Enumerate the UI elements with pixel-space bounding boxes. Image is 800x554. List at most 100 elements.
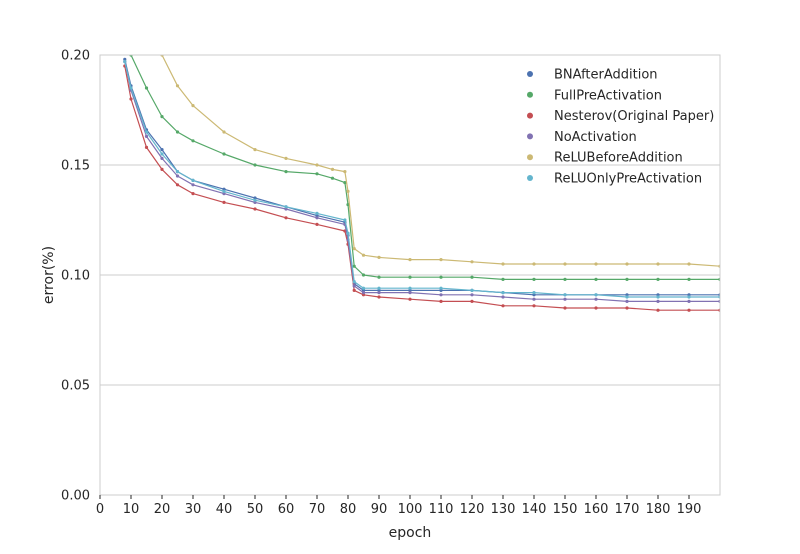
x-axis-title: epoch xyxy=(389,525,432,541)
legend-marker xyxy=(527,133,533,140)
data-point xyxy=(191,139,195,143)
data-point xyxy=(346,231,350,235)
data-point xyxy=(175,130,180,134)
x-tick-label: 80 xyxy=(340,502,357,517)
x-tick-label: 0 xyxy=(96,502,104,517)
data-point xyxy=(501,262,505,266)
data-point xyxy=(123,60,127,64)
legend-marker xyxy=(527,71,533,77)
data-point xyxy=(361,273,366,277)
data-point xyxy=(361,288,366,292)
data-point xyxy=(343,218,347,222)
data-point xyxy=(625,306,629,310)
data-point xyxy=(656,277,660,281)
x-tick-label: 190 xyxy=(677,502,702,517)
data-point xyxy=(439,293,443,297)
data-point xyxy=(330,167,335,171)
data-point xyxy=(284,216,288,220)
data-point xyxy=(687,295,691,299)
data-point xyxy=(315,216,319,220)
data-point xyxy=(439,275,443,279)
y-tick-label: 0.15 xyxy=(61,159,90,174)
y-tick-label: 0.00 xyxy=(61,489,90,504)
y-tick-label: 0.10 xyxy=(61,269,90,284)
x-tick-label: 130 xyxy=(491,502,516,517)
data-point xyxy=(222,187,226,191)
data-point xyxy=(470,293,474,297)
data-point xyxy=(352,247,356,251)
series-reluonlypreactivation xyxy=(123,60,720,299)
data-point xyxy=(532,277,536,281)
data-point xyxy=(315,214,319,218)
legend-label: Nesterov(Original Paper) xyxy=(554,109,714,124)
data-point xyxy=(563,262,567,266)
data-point xyxy=(361,293,366,297)
data-point xyxy=(687,293,691,297)
data-point xyxy=(594,277,598,281)
data-point xyxy=(346,189,350,193)
data-point xyxy=(563,306,567,310)
data-point xyxy=(501,304,505,308)
data-point xyxy=(687,262,691,266)
data-point xyxy=(145,42,148,45)
data-point xyxy=(144,134,149,138)
series-line-nesterov-original-paper xyxy=(124,65,720,311)
data-point xyxy=(656,293,660,297)
series-layer xyxy=(123,42,720,312)
data-point xyxy=(656,295,660,299)
x-tick-label: 180 xyxy=(646,502,671,517)
data-point xyxy=(352,288,356,292)
legend-marker xyxy=(527,91,533,98)
x-tick-label: 100 xyxy=(398,502,423,517)
data-point xyxy=(315,172,319,176)
data-point xyxy=(175,84,180,88)
data-point xyxy=(352,280,356,284)
data-point xyxy=(123,57,127,62)
data-point xyxy=(253,148,257,152)
grid-layer xyxy=(100,164,720,386)
data-point xyxy=(408,291,412,295)
data-point xyxy=(656,262,660,266)
data-point xyxy=(222,192,226,196)
x-tick-label: 90 xyxy=(371,502,388,517)
x-tick-label: 70 xyxy=(309,502,326,517)
data-point xyxy=(343,170,347,174)
data-point xyxy=(377,288,381,292)
data-point xyxy=(470,275,474,279)
data-point xyxy=(191,183,195,187)
x-tick-label: 30 xyxy=(185,502,202,517)
data-point xyxy=(377,291,381,295)
tick-layer: 0.00 0.05 0.10 0.15 0.20 0 10 20 30 40 50 60 70 80 90 1… xyxy=(61,49,701,518)
data-point xyxy=(501,295,505,299)
data-point xyxy=(129,86,133,90)
data-point xyxy=(625,262,629,266)
data-point xyxy=(625,295,629,299)
data-point xyxy=(439,299,443,303)
y-axis-title: error(%) xyxy=(41,246,57,304)
data-point xyxy=(377,255,381,259)
data-point xyxy=(625,277,629,281)
legend: BNAfterAddition FullPreActivation Nesterov… xyxy=(527,68,714,187)
data-point xyxy=(222,189,226,193)
data-point xyxy=(687,308,691,312)
data-point xyxy=(222,130,226,134)
data-point xyxy=(191,104,195,108)
data-point xyxy=(330,176,335,180)
data-point xyxy=(594,293,598,297)
data-point xyxy=(284,205,288,209)
data-point xyxy=(352,284,356,288)
x-tick-label: 150 xyxy=(553,502,578,517)
data-point xyxy=(222,152,226,156)
data-point xyxy=(532,291,536,295)
data-point xyxy=(563,297,567,301)
data-point xyxy=(532,297,536,301)
series-line-noactivation xyxy=(124,61,720,302)
data-point xyxy=(160,156,164,160)
data-point xyxy=(439,258,443,262)
data-point xyxy=(129,97,133,101)
legend-marker xyxy=(527,112,533,119)
legend-label: ReLUOnlyPreActivation xyxy=(554,172,702,187)
legend-label: NoActivation xyxy=(554,130,637,145)
series-fullpreactivation xyxy=(129,55,720,281)
data-point xyxy=(501,277,505,281)
